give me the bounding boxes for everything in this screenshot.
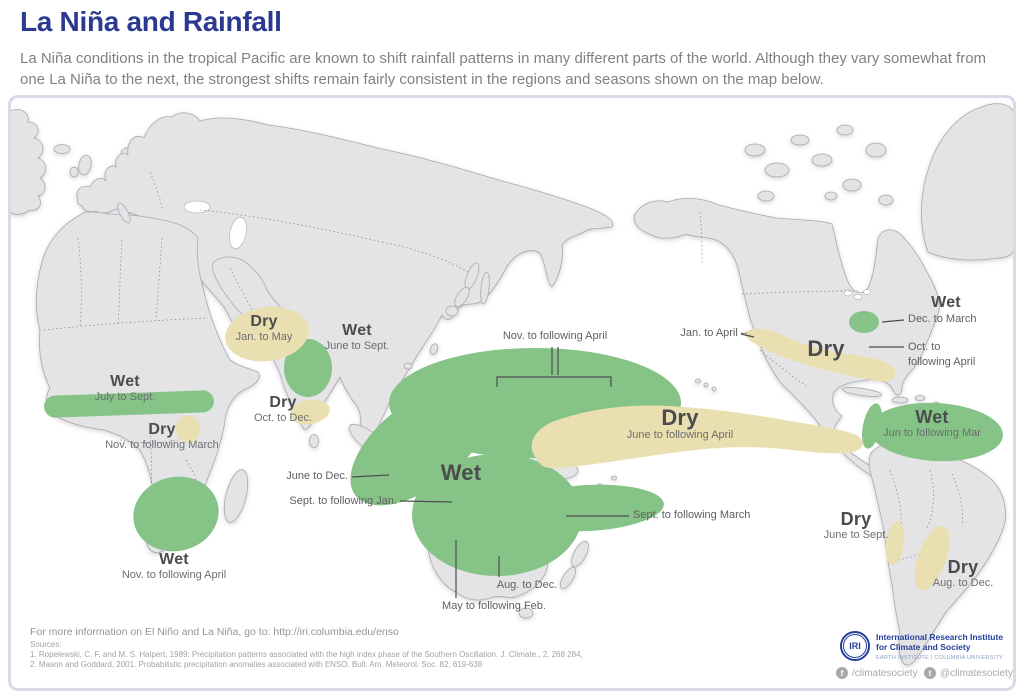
- facebook-icon: f: [836, 667, 848, 679]
- iri-org-line2: for Climate and Society: [876, 641, 971, 652]
- twitter-icon: t: [924, 667, 936, 679]
- page-title: La Niña and Rainfall: [20, 6, 282, 37]
- footer-info-link-text: For more information on El Niño and La N…: [30, 626, 399, 638]
- footer-source-1: 1. Ropelewski, C. F. and M. S. Halpert, …: [30, 650, 583, 659]
- iri-affiliation: EARTH INSTITUTE | COLUMBIA UNIVERSITY: [876, 654, 1004, 661]
- twitter-handle: @climatesociety: [940, 668, 1013, 679]
- iri-org-line1: International Research Institute: [876, 632, 1004, 642]
- footer-source-2: 2. Mason and Goddard, 2001. Probabilisti…: [30, 660, 483, 669]
- footer-sources-label: Sources:: [30, 640, 62, 649]
- page-subtitle: La Niña conditions in the tropical Pacif…: [20, 50, 987, 89]
- iri-seal-logo: IRI: [840, 631, 870, 661]
- facebook-handle: /climatesociety: [852, 668, 918, 679]
- map-panel: [8, 95, 1016, 691]
- iri-wordmark: International Research Institute for Cli…: [876, 632, 1004, 661]
- iri-seal-text: IRI: [843, 634, 867, 658]
